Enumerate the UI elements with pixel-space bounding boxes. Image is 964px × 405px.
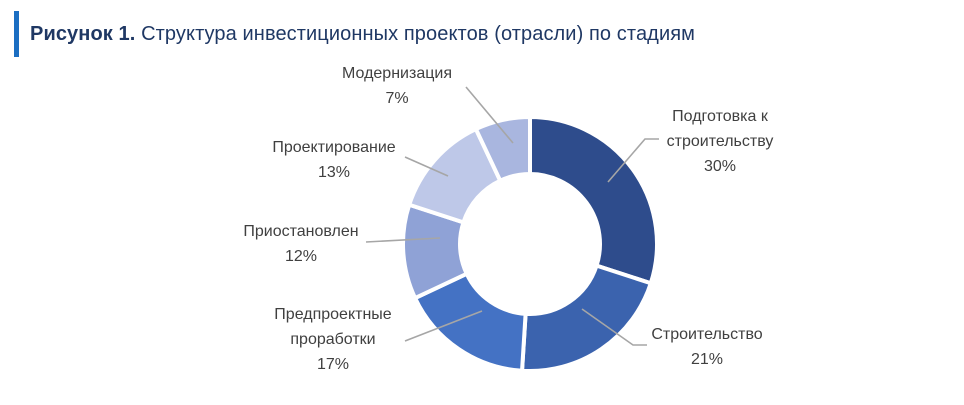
leader-line-2 xyxy=(404,310,483,342)
slice-label-line: строительству xyxy=(666,133,774,150)
leader-line-5 xyxy=(465,86,514,144)
slice-label-value: 17% xyxy=(316,356,350,373)
pie-slice-5 xyxy=(473,114,532,184)
slice-label-line: Подготовка к xyxy=(672,108,768,125)
leader-lines xyxy=(365,86,659,346)
slice-label-stroitelstvo: Строительство 21% xyxy=(636,322,778,372)
slice-label-modernizatsiya: Модернизация 7% xyxy=(327,61,467,111)
pie-slice-0 xyxy=(528,114,659,286)
slice-label-line: Приостановлен xyxy=(243,223,359,240)
slice-label-line: Строительство xyxy=(651,326,763,343)
slice-label-proektirovanie: Проектирование 13% xyxy=(258,135,410,185)
slice-label-priostanovlen: Приостановлен 12% xyxy=(226,219,376,269)
figure-title: Рисунок 1. Структура инвестиционных прое… xyxy=(30,23,695,46)
figure-header: Рисунок 1. Структура инвестиционных прое… xyxy=(14,11,695,57)
leader-line-4 xyxy=(404,156,449,177)
slice-label-value: 30% xyxy=(703,158,737,175)
slice-label-line: Модернизация xyxy=(342,65,452,82)
slice-label-value: 7% xyxy=(385,90,409,107)
slice-label-value: 21% xyxy=(690,351,724,368)
slice-label-value: 12% xyxy=(284,248,318,265)
slice-label-podgotovka-k-stroitelstvu: Подготовка к строительству 30% xyxy=(645,104,795,179)
leader-line-1 xyxy=(581,308,647,346)
leader-line-3 xyxy=(365,237,441,243)
slice-label-line: Проектирование xyxy=(272,139,396,156)
pie-slice-1 xyxy=(519,263,654,373)
donut-slices xyxy=(401,114,659,373)
slice-label-line: Предпроектные xyxy=(274,306,392,323)
figure-number: Рисунок 1. xyxy=(30,22,136,45)
slice-label-value: 13% xyxy=(317,164,351,181)
slice-label-line: проработки xyxy=(290,331,376,348)
title-accent-bar xyxy=(14,11,19,57)
figure-caption: Структура инвестиционных проектов (отрас… xyxy=(135,22,695,45)
leader-line-0 xyxy=(607,138,659,183)
slice-label-predproektnye-prorabotki: Предпроектные проработки 17% xyxy=(258,302,408,377)
